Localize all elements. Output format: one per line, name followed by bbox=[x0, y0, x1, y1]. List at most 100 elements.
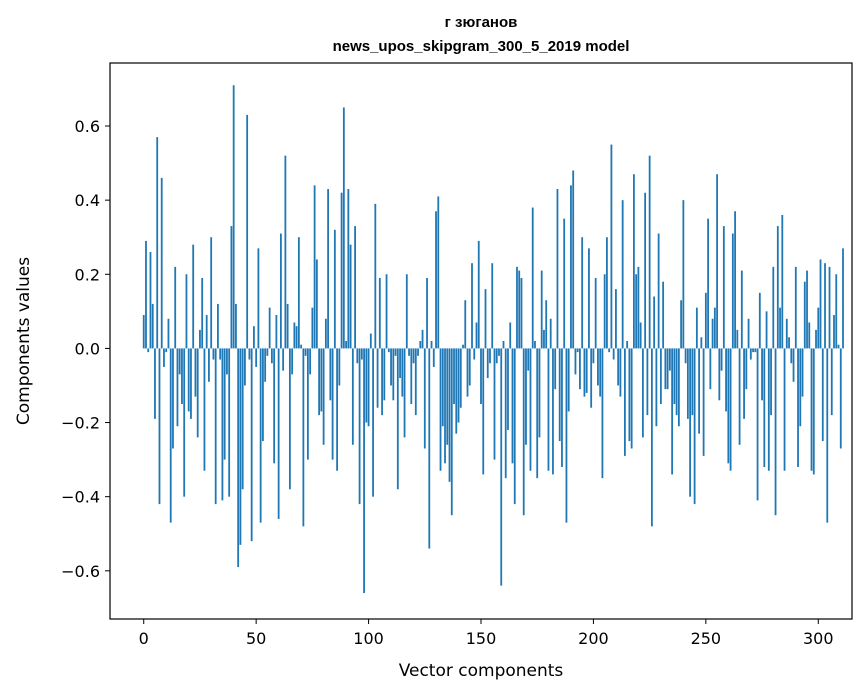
bar bbox=[673, 348, 676, 405]
bar bbox=[779, 307, 781, 349]
bar bbox=[666, 348, 669, 390]
bar bbox=[538, 348, 541, 438]
bar bbox=[585, 348, 588, 393]
y-axis-ticks: −0.6 −0.4 −0.2 0.0 0.2 0.4 0.6 bbox=[61, 117, 110, 581]
bar bbox=[695, 307, 698, 349]
bar bbox=[702, 348, 705, 456]
bar bbox=[414, 348, 417, 416]
bar bbox=[419, 341, 422, 349]
bar bbox=[583, 348, 586, 397]
bar bbox=[295, 326, 298, 349]
bar bbox=[610, 144, 613, 349]
bar bbox=[570, 185, 572, 349]
bar bbox=[369, 333, 372, 349]
bar bbox=[342, 107, 345, 349]
bar bbox=[489, 348, 491, 364]
bar bbox=[684, 348, 687, 364]
bar bbox=[426, 277, 428, 349]
bar bbox=[421, 329, 424, 349]
bar bbox=[698, 348, 700, 434]
bar bbox=[716, 174, 718, 349]
bar bbox=[633, 174, 635, 349]
bar bbox=[803, 281, 806, 349]
bar bbox=[653, 296, 656, 349]
bar bbox=[363, 348, 365, 594]
bar bbox=[554, 348, 557, 390]
bar bbox=[668, 348, 671, 371]
bar bbox=[259, 348, 262, 523]
bar bbox=[145, 240, 147, 349]
bar bbox=[491, 263, 494, 349]
bar bbox=[347, 189, 350, 349]
bar bbox=[801, 348, 804, 397]
bar bbox=[219, 348, 222, 360]
bar bbox=[306, 348, 309, 460]
bar bbox=[477, 240, 480, 349]
bar bbox=[785, 318, 788, 349]
bar bbox=[277, 348, 280, 519]
x-tick-label: 250 bbox=[691, 629, 722, 648]
bar bbox=[178, 348, 181, 375]
bar bbox=[423, 348, 426, 449]
bar bbox=[637, 266, 640, 349]
bar bbox=[817, 307, 820, 349]
bar bbox=[509, 322, 512, 349]
bar bbox=[727, 348, 730, 464]
bar bbox=[356, 348, 359, 364]
bar bbox=[842, 248, 844, 349]
bar bbox=[333, 229, 336, 349]
bar bbox=[284, 155, 287, 349]
bar bbox=[543, 329, 545, 349]
bar bbox=[736, 329, 739, 349]
bar bbox=[268, 307, 271, 349]
bar bbox=[693, 348, 696, 505]
bar bbox=[806, 270, 808, 349]
bar bbox=[808, 322, 811, 349]
bar bbox=[547, 348, 550, 471]
bar bbox=[165, 348, 168, 353]
bar bbox=[169, 348, 172, 523]
bar bbox=[799, 348, 802, 427]
bar bbox=[839, 348, 842, 449]
bar bbox=[664, 348, 667, 390]
bar bbox=[257, 248, 260, 349]
bar bbox=[464, 300, 467, 349]
bar bbox=[826, 348, 829, 523]
bar bbox=[608, 348, 611, 353]
bar bbox=[403, 348, 406, 438]
bar bbox=[410, 348, 413, 405]
bar bbox=[525, 348, 527, 445]
bar bbox=[603, 274, 606, 349]
bar bbox=[815, 329, 817, 349]
bar bbox=[621, 200, 624, 349]
bar bbox=[351, 348, 354, 445]
bar bbox=[468, 348, 471, 386]
bar bbox=[214, 348, 217, 505]
bar bbox=[686, 348, 689, 419]
bar bbox=[378, 277, 381, 349]
bar bbox=[417, 348, 419, 356]
bar bbox=[828, 266, 831, 349]
bar bbox=[390, 348, 392, 386]
bar bbox=[185, 274, 188, 349]
bar bbox=[228, 348, 231, 497]
bar bbox=[466, 348, 469, 397]
bar bbox=[565, 348, 568, 523]
bar bbox=[513, 348, 516, 505]
bar bbox=[385, 274, 388, 349]
bar bbox=[230, 226, 233, 349]
bar bbox=[203, 348, 206, 471]
bar bbox=[720, 348, 723, 371]
bar bbox=[331, 348, 334, 460]
bar bbox=[255, 348, 258, 367]
bar bbox=[453, 348, 455, 405]
y-tick-label: 0.0 bbox=[75, 339, 100, 358]
bar bbox=[192, 244, 195, 349]
bar bbox=[327, 189, 329, 349]
bar bbox=[495, 348, 498, 364]
bar bbox=[644, 192, 647, 349]
y-axis-label: Components values bbox=[14, 257, 34, 425]
bar bbox=[160, 177, 163, 349]
bar bbox=[322, 348, 325, 445]
bar bbox=[473, 348, 476, 360]
